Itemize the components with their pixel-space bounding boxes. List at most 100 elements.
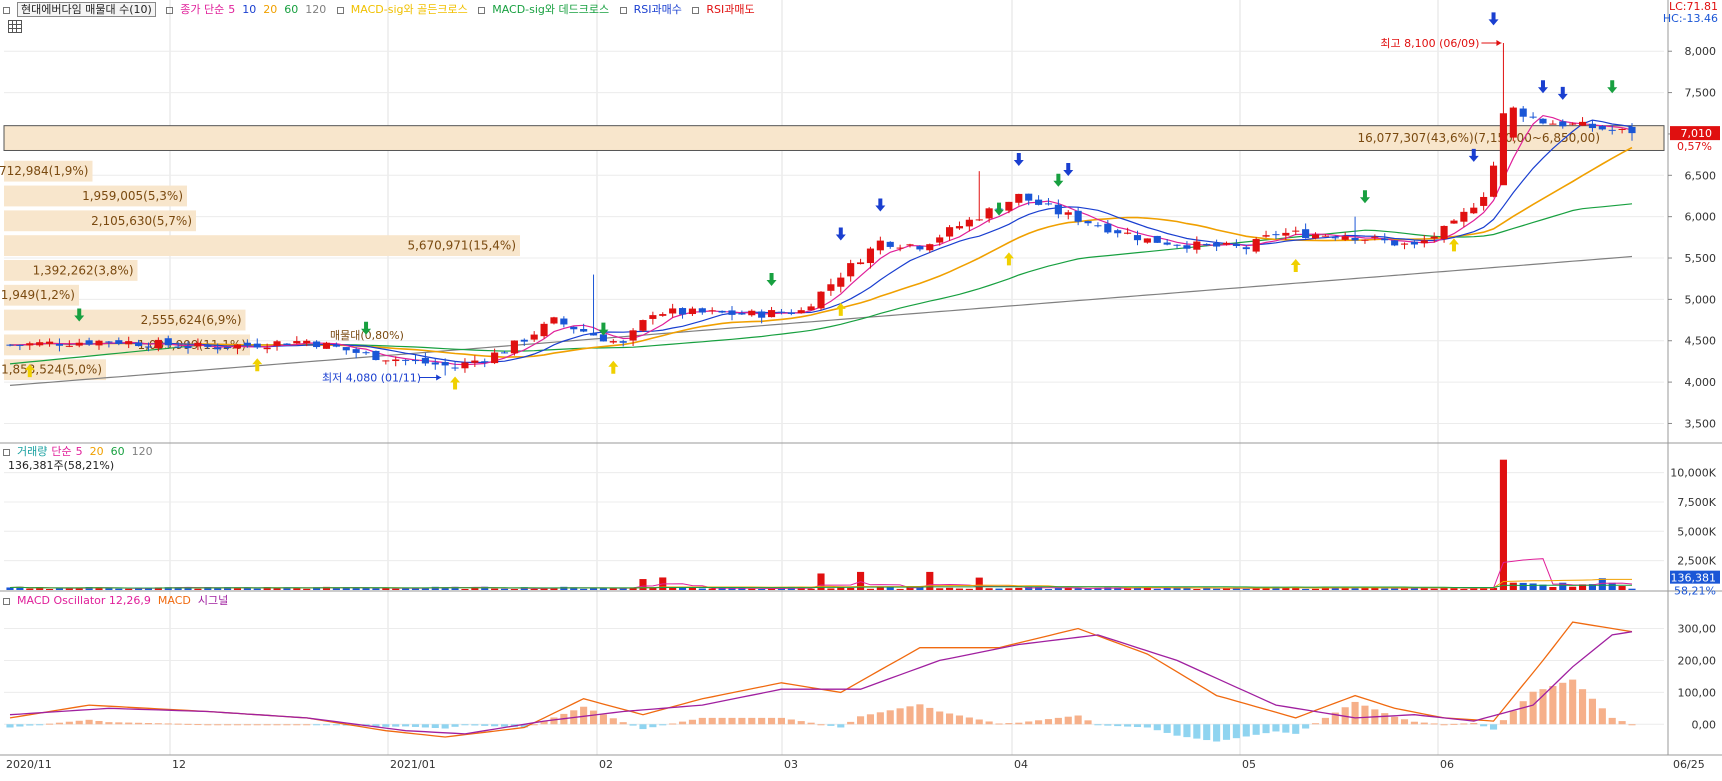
volume-bar	[560, 586, 568, 590]
ma-60-label[interactable]: 60	[284, 3, 299, 16]
candle-body	[372, 350, 380, 361]
price-y-tick-label: 6,000	[1685, 211, 1717, 224]
vol-ma-5-label[interactable]: 5	[75, 445, 83, 458]
candle-body	[1025, 193, 1033, 201]
volume-badge	[1670, 570, 1720, 584]
checkbox-icon[interactable]	[478, 6, 486, 14]
vol-ma-60-label[interactable]: 60	[110, 445, 125, 458]
candle-body	[530, 334, 538, 340]
macd-osc-bar	[1400, 719, 1409, 725]
candle-body	[708, 310, 716, 312]
volume-bar	[1173, 587, 1181, 590]
candle-body	[777, 311, 785, 313]
table-icon[interactable]	[8, 20, 22, 33]
volume-bar	[26, 588, 34, 590]
candle-body	[1539, 118, 1547, 124]
macd-osc-bar	[26, 724, 34, 726]
candle-body	[65, 345, 73, 347]
ma-120-label[interactable]: 120	[305, 3, 327, 16]
macd-y-tick-label: 0,00	[1692, 718, 1717, 731]
checkbox-icon[interactable]	[166, 6, 174, 14]
volume-bar	[243, 587, 251, 590]
macd-osc-bar	[322, 724, 331, 726]
checkbox-icon[interactable]	[619, 6, 627, 14]
signal-rsi-oversold[interactable]: RSI과매도	[706, 3, 755, 16]
macd-osc-title[interactable]: MACD Oscillator 12,26,9	[17, 594, 151, 607]
chart-title[interactable]: 현대에버다임 매물대 수(10)	[17, 2, 156, 17]
macd-label[interactable]: MACD	[157, 594, 191, 607]
candle-body	[36, 342, 44, 346]
macd-osc-bar	[253, 724, 261, 726]
volume-bar	[184, 587, 192, 590]
x-tick-label: 2020/11	[6, 758, 52, 771]
volume-bar	[1054, 588, 1062, 590]
volume-bar	[1341, 587, 1349, 590]
macd-osc-bar	[530, 724, 538, 726]
macd-osc-bar	[1460, 723, 1468, 725]
macd-osc-bar	[1025, 721, 1033, 725]
signal-arrow-icon	[1537, 80, 1548, 94]
candle-body	[1133, 235, 1142, 241]
macd-osc-bar	[817, 724, 825, 726]
candle-body	[837, 277, 845, 287]
volume-bar	[718, 588, 726, 590]
candle-body	[471, 360, 479, 363]
macd-osc-bar	[916, 704, 924, 725]
macd-osc-bar	[1242, 724, 1250, 737]
price-y-tick-label: 4,000	[1685, 376, 1717, 389]
high-annotation: 최고 8,100 (06/09)	[1380, 37, 1479, 50]
ma-10-label[interactable]: 10	[242, 3, 257, 16]
volume-bar	[1539, 584, 1547, 590]
volume-bar	[1302, 588, 1310, 590]
macd-osc-bar	[263, 724, 271, 726]
signal-rsi-overbought[interactable]: RSI과매수	[633, 3, 682, 16]
vol-ma-120-label[interactable]: 120	[131, 445, 153, 458]
signal-dead-cross[interactable]: MACD-sig와 데드크로스	[492, 3, 610, 16]
signal-arrow-icon	[1488, 12, 1499, 26]
checkbox-icon[interactable]	[3, 597, 10, 605]
checkbox-icon[interactable]	[3, 448, 10, 456]
macd-osc-bar	[224, 724, 232, 726]
macd-osc-bar	[1569, 679, 1577, 725]
candle-body	[411, 360, 420, 362]
macd-osc-bar	[926, 707, 934, 725]
volume-title[interactable]: 거래량	[17, 445, 48, 458]
volume-bar	[303, 588, 311, 590]
checkbox-icon[interactable]	[3, 6, 10, 14]
ma-20-label[interactable]: 20	[263, 3, 278, 16]
volume-profile-label: 1,959,005(5,3%)	[82, 189, 183, 203]
ma-prefix[interactable]: 종가 단순	[180, 3, 225, 16]
checkbox-icon[interactable]	[692, 6, 700, 14]
volume-bar	[599, 588, 607, 590]
candle-body	[985, 208, 993, 219]
candle-body	[1005, 201, 1013, 211]
volume-profile-bar	[3, 125, 1665, 151]
ma-5-label[interactable]: 5	[228, 3, 236, 16]
candle-body	[1381, 238, 1389, 241]
checkbox-icon[interactable]	[336, 6, 344, 14]
candle-body	[1351, 237, 1359, 241]
candle-body	[1569, 123, 1577, 125]
macd-signal-label[interactable]: 시그널	[197, 594, 229, 607]
candle-body	[866, 248, 875, 264]
volume-ma-prefix[interactable]: 단순	[51, 445, 72, 458]
signal-arrow-icon	[450, 376, 461, 390]
macd-osc-bar	[283, 724, 291, 726]
candle-body	[46, 341, 54, 344]
signal-golden-cross[interactable]: MACD-sig와 골든크로스	[350, 3, 468, 16]
candle-body	[817, 291, 825, 309]
candle-body	[589, 332, 598, 336]
macd-osc-bar	[115, 722, 123, 725]
candle-body	[194, 342, 202, 347]
candle-body	[283, 343, 291, 346]
volume-profile-label: 1,853,524(5,0%)	[1, 363, 102, 377]
macd-osc-bar	[936, 711, 944, 725]
vol-ma-20-label[interactable]: 20	[89, 445, 104, 458]
current-price-pct: 0,57%	[1677, 140, 1712, 153]
candle-body	[1173, 244, 1181, 246]
volume-y-tick-label: 5,000K	[1677, 525, 1716, 538]
macd-osc-bar	[1252, 724, 1260, 735]
macd-osc-bar	[392, 724, 400, 727]
